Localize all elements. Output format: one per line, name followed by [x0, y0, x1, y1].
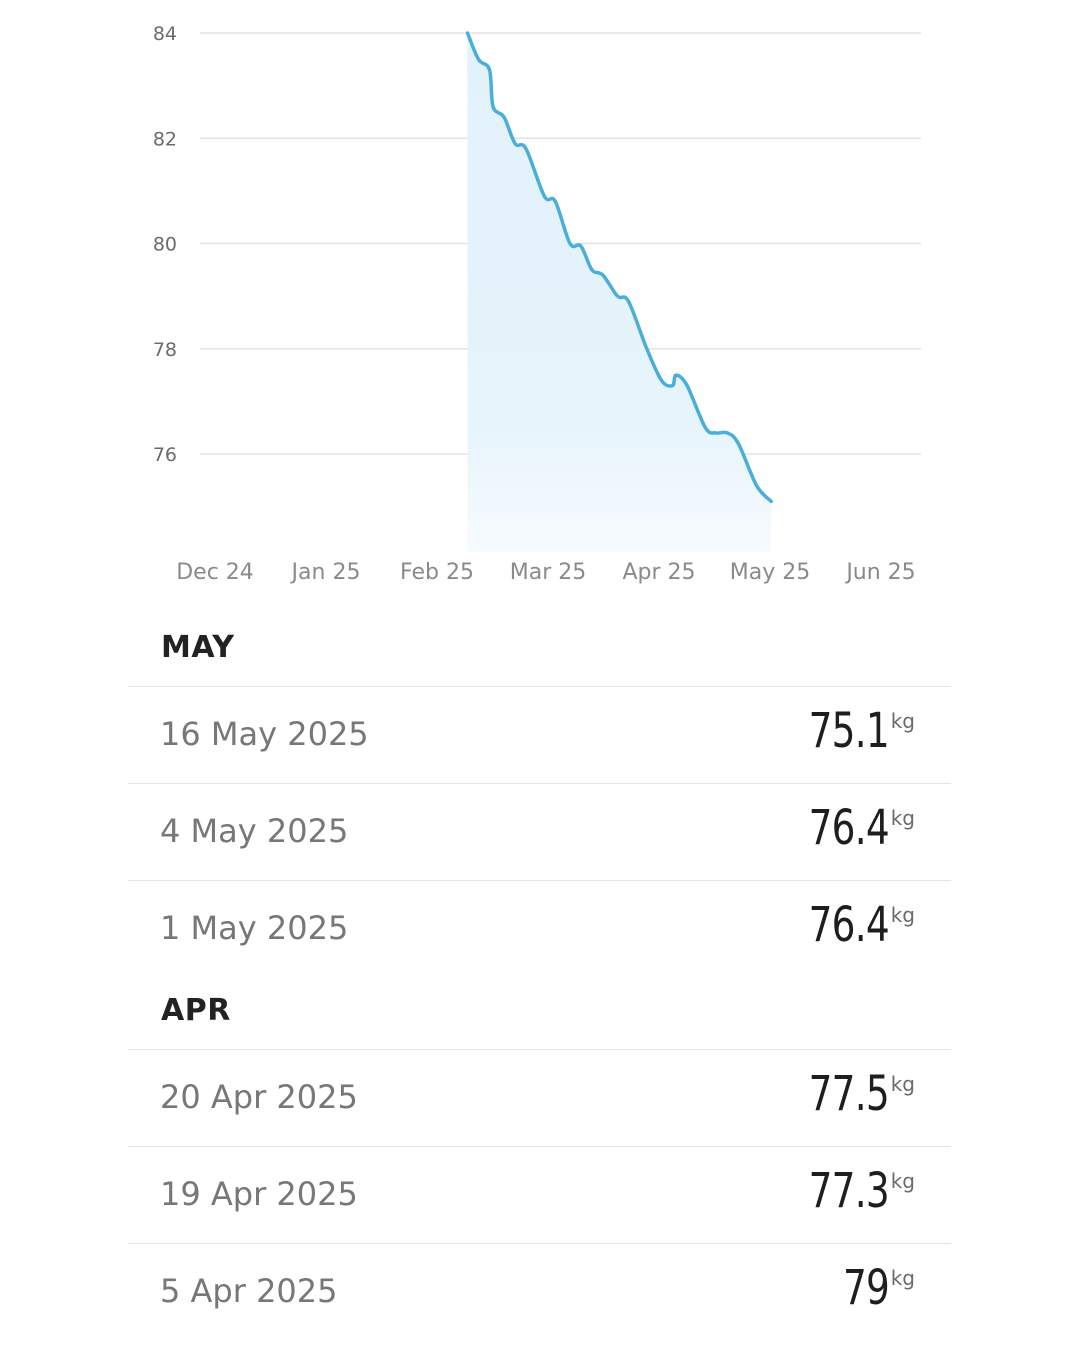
- entry-weight-unit: kg: [890, 709, 915, 733]
- entry-weight-value: 76.4: [808, 800, 890, 856]
- weight-entry-row[interactable]: 16 May 2025 75.1 kg: [128, 687, 951, 784]
- month-header-apr: APR: [128, 977, 951, 1050]
- month-header-may: MAY: [128, 614, 951, 687]
- weight-entry-row[interactable]: 20 Apr 2025 77.5 kg: [128, 1050, 951, 1147]
- entry-weight-unit: kg: [890, 806, 915, 830]
- weight-area-fill: [467, 33, 772, 552]
- weight-chart: 76 78 80 82 84 Dec 24 Jan 25 Feb 25 Mar 25 Apr 2…: [153, 23, 921, 585]
- entry-weight-unit: kg: [890, 1266, 915, 1290]
- entry-weight-value: 75.1: [808, 703, 890, 759]
- weight-entry-row[interactable]: 5 Apr 2025 79 kg: [128, 1244, 951, 1340]
- entry-date: 5 Apr 2025: [160, 1272, 338, 1310]
- month-title: APR: [161, 993, 231, 1028]
- x-tick-label: May 25: [730, 560, 810, 585]
- y-tick-label: 76: [153, 444, 177, 466]
- weight-entry-list: MAY 16 May 2025 75.1 kg 4 May 2025 76.4 …: [128, 614, 951, 1340]
- x-tick-label: Jun 25: [844, 560, 915, 585]
- entry-date: 20 Apr 2025: [160, 1078, 358, 1116]
- entry-weight-value: 77.5: [808, 1066, 890, 1122]
- entry-weight-unit: kg: [890, 903, 915, 927]
- weight-entry-row[interactable]: 1 May 2025 76.4 kg: [128, 881, 951, 977]
- x-tick-label: Dec 24: [176, 560, 254, 585]
- x-tick-label: Jan 25: [290, 560, 361, 585]
- y-tick-label: 78: [153, 339, 177, 361]
- entry-date: 1 May 2025: [160, 909, 349, 947]
- entry-weight-value: 77.3: [808, 1163, 890, 1219]
- entry-weight-value: 79: [842, 1260, 890, 1316]
- entry-weight-unit: kg: [890, 1072, 915, 1096]
- entry-weight-value: 76.4: [808, 897, 890, 953]
- y-tick-label: 82: [153, 128, 177, 150]
- entry-date: 19 Apr 2025: [160, 1175, 358, 1213]
- x-tick-label: Apr 25: [622, 560, 695, 585]
- y-tick-label: 84: [153, 23, 177, 45]
- weight-entry-row[interactable]: 19 Apr 2025 77.3 kg: [128, 1147, 951, 1244]
- y-tick-label: 80: [153, 234, 177, 256]
- x-tick-label: Feb 25: [400, 560, 474, 585]
- x-tick-label: Mar 25: [510, 560, 587, 585]
- entry-date: 16 May 2025: [160, 715, 369, 753]
- weight-entry-row[interactable]: 4 May 2025 76.4 kg: [128, 784, 951, 881]
- entry-weight-unit: kg: [890, 1169, 915, 1193]
- weight-trend-line: [465, 31, 773, 504]
- entry-date: 4 May 2025: [160, 812, 349, 850]
- month-title: MAY: [161, 630, 235, 665]
